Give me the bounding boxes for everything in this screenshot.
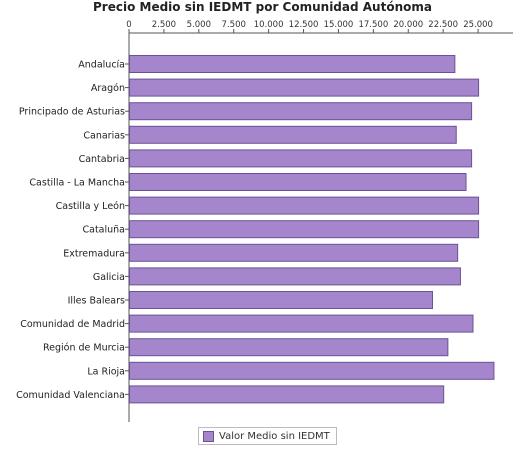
category-label: Andalucía	[78, 60, 125, 71]
x-tick-label: 7.500	[222, 20, 246, 30]
category-label: Principado de Asturias	[19, 107, 125, 118]
bar	[129, 149, 473, 168]
bar	[129, 78, 480, 97]
bar	[129, 291, 434, 309]
bar	[129, 102, 473, 121]
x-tick-label: 12.500	[289, 20, 319, 30]
legend-swatch	[203, 430, 214, 442]
bar	[129, 196, 480, 215]
bar	[129, 361, 495, 380]
chart-title: Precio Medio sin IEDMT por Comunidad Aut…	[93, 0, 432, 14]
bar	[129, 338, 449, 357]
x-tick-label: 0	[126, 20, 131, 30]
category-label: Comunidad Valenciana	[16, 390, 125, 401]
category-label: Aragón	[91, 83, 125, 94]
category-label: Illes Balears	[68, 296, 125, 307]
category-label: Canarias	[83, 130, 125, 141]
bar	[129, 173, 467, 191]
x-tick-label: 10.000	[254, 20, 284, 30]
bar	[129, 220, 480, 239]
legend: Valor Medio sin IEDMT	[198, 427, 337, 445]
bar	[129, 55, 456, 73]
category-label: Cataluña	[82, 225, 125, 236]
bar	[129, 385, 445, 404]
x-tick-label: 2.500	[152, 20, 176, 30]
x-tick-label: 15.000	[324, 20, 354, 30]
bar	[129, 125, 457, 144]
x-tick-label: 22.500	[428, 20, 458, 30]
x-tick-label: 17.500	[358, 20, 388, 30]
category-label: Extremadura	[63, 248, 125, 259]
bar	[129, 243, 459, 262]
x-tick-label: 25.000	[463, 20, 493, 30]
category-label: Castilla - La Mancha	[29, 178, 125, 189]
category-label: La Rioja	[87, 366, 125, 377]
category-label: Región de Murcia	[43, 343, 125, 354]
bar	[129, 267, 461, 286]
category-label: Castilla y León	[56, 201, 125, 212]
x-tick-label: 20.000	[393, 20, 423, 30]
category-label: Comunidad de Madrid	[20, 319, 125, 330]
bar	[129, 314, 474, 333]
category-label: Cantabria	[79, 154, 125, 165]
x-tick-label: 5.000	[187, 20, 211, 30]
category-label: Galicia	[93, 272, 125, 283]
legend-label: Valor Medio sin IEDMT	[219, 430, 330, 442]
